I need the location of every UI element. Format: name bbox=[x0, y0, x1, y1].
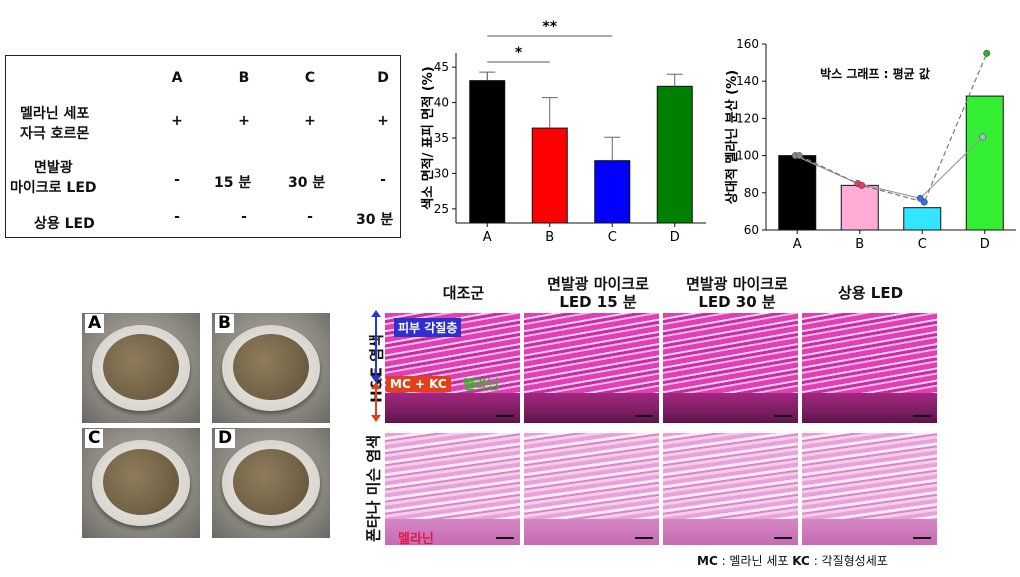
x-tick-label: B bbox=[545, 230, 554, 245]
y-tick-label: 25 bbox=[434, 202, 449, 216]
anno-melanin-red: 멜라닌 bbox=[398, 532, 434, 547]
histo-title-15min-line2: LED 15 분 bbox=[559, 293, 637, 311]
row2-label-line1: 면발광 bbox=[34, 160, 73, 176]
histo-title-30min-line1: 면발광 마이크로 bbox=[686, 275, 788, 293]
bar-C bbox=[594, 160, 631, 224]
he-image-commercial bbox=[802, 313, 937, 423]
x-tick-label: D bbox=[670, 230, 680, 245]
y-axis-label: 상대적 멜라닌 분산 (%) bbox=[724, 70, 740, 204]
histo-title-control-line1: 대조군 bbox=[442, 284, 485, 302]
y-tick-label: 100 bbox=[736, 149, 759, 163]
y-tick-label: 60 bbox=[744, 223, 759, 237]
he-image-30min bbox=[663, 313, 798, 423]
row3-cell-d: 30 분 bbox=[356, 212, 394, 228]
anno-melanin-green: 멜라닌 bbox=[463, 378, 499, 393]
bar-D bbox=[656, 85, 693, 224]
row2-cell-a: - bbox=[174, 172, 180, 188]
row2-label-line2: 마이크로 LED bbox=[10, 180, 97, 196]
dish-label-d: D bbox=[215, 429, 236, 448]
anno-mc-kc: MC + KC bbox=[386, 376, 451, 392]
bar-B bbox=[840, 184, 879, 231]
dish-label-b: B bbox=[215, 314, 234, 333]
fm-image-commercial bbox=[802, 433, 937, 545]
y-tick-label: 45 bbox=[434, 60, 449, 74]
y-axis-label: 색소 면적/ 표피 면적 (%) bbox=[420, 66, 436, 209]
footer-mc-text: : 멜라닌 세포 bbox=[721, 554, 789, 568]
y-tick-label: 80 bbox=[744, 186, 759, 200]
bar-D bbox=[965, 95, 1004, 231]
fm-image-30min bbox=[663, 433, 798, 545]
histo-title-30min-line2: LED 30 분 bbox=[698, 293, 776, 311]
row1-cell-d: + bbox=[377, 113, 389, 129]
histo-title-control: 대조군 bbox=[396, 284, 531, 302]
x-tick-label: C bbox=[608, 230, 617, 245]
series-point bbox=[979, 133, 987, 141]
x-tick-label: B bbox=[855, 237, 864, 252]
col-header-a: A bbox=[171, 70, 183, 86]
dish-photo-b: B bbox=[212, 313, 330, 423]
row1-cell-a: + bbox=[171, 113, 183, 129]
y-tick-label: 140 bbox=[736, 74, 759, 88]
row3-cell-b: - bbox=[241, 209, 247, 225]
condition-table: A B C D 멜라닌 세포 자극 호르몬 + + + + 면발광 마이크로 L… bbox=[5, 55, 401, 238]
bar-A bbox=[469, 80, 506, 224]
dish-label-a: A bbox=[85, 314, 105, 333]
fm-image-control bbox=[385, 433, 520, 545]
layer-arrows bbox=[371, 310, 381, 422]
row2-cell-b: 15 분 bbox=[214, 175, 252, 191]
x-tick-label: A bbox=[793, 237, 802, 252]
y-tick-label: 40 bbox=[434, 96, 449, 110]
dish-label-c: C bbox=[85, 429, 104, 448]
fm-image-15min bbox=[524, 433, 659, 545]
row2-cell-d: - bbox=[380, 172, 386, 188]
row3-cell-c: - bbox=[307, 209, 313, 225]
histo-title-30min: 면발광 마이크로 LED 30 분 bbox=[662, 275, 812, 311]
series-point bbox=[983, 49, 991, 57]
col-header-b: B bbox=[238, 70, 250, 86]
dish-photo-d: D bbox=[212, 428, 330, 538]
bar-A bbox=[778, 155, 817, 231]
histo-title-commercial-line1: 상용 LED bbox=[837, 284, 904, 302]
x-tick-label: D bbox=[980, 237, 990, 252]
series-point bbox=[795, 152, 803, 160]
chart-annotation: 박스 그래프 : 평균 값 bbox=[820, 66, 930, 81]
significance-label: * bbox=[515, 45, 523, 61]
y-tick-label: 160 bbox=[736, 37, 759, 51]
y-tick-label: 35 bbox=[434, 131, 449, 145]
histo-title-15min: 면발광 마이크로 LED 15 분 bbox=[523, 275, 673, 311]
bar-B bbox=[531, 127, 568, 224]
col-header-c: C bbox=[304, 70, 316, 86]
col-header-d: D bbox=[377, 70, 389, 86]
dish-photo-a: A bbox=[82, 313, 200, 423]
row3-label-line1: 상용 LED bbox=[34, 216, 95, 232]
anno-stratum-corneum: 피부 각질층 bbox=[394, 318, 462, 337]
footer-mc-abbr: MC bbox=[697, 554, 718, 568]
row1-label-line1: 멜라닌 세포 bbox=[20, 106, 90, 122]
y-tick-label: 30 bbox=[434, 166, 449, 180]
bar-C bbox=[903, 207, 942, 231]
footer-kc-text: : 각질형성세포 bbox=[813, 554, 888, 568]
dish-photo-c: C bbox=[82, 428, 200, 538]
row3-cell-a: - bbox=[174, 209, 180, 225]
histo-title-commercial: 상용 LED bbox=[803, 284, 938, 302]
series-point bbox=[920, 198, 928, 206]
row1-cell-b: + bbox=[238, 113, 250, 129]
row2-cell-c: 30 분 bbox=[288, 175, 326, 191]
histo-title-15min-line1: 면발광 마이크로 bbox=[547, 275, 649, 293]
abbreviation-footer: MC : 멜라닌 세포 KC : 각질형성세포 bbox=[697, 552, 888, 569]
significance-label: ** bbox=[542, 19, 557, 35]
footer-kc-abbr: KC bbox=[792, 554, 810, 568]
series-line-0 bbox=[795, 136, 984, 200]
he-image-15min bbox=[524, 313, 659, 423]
row-label-fontana: 폰타나 미슨 염색 bbox=[364, 434, 383, 543]
x-tick-label: A bbox=[483, 230, 492, 245]
series-line-1 bbox=[798, 53, 988, 203]
y-tick-label: 120 bbox=[736, 111, 759, 125]
row1-label-line2: 자극 호르몬 bbox=[20, 126, 90, 142]
x-tick-label: C bbox=[918, 237, 927, 252]
series-point bbox=[858, 181, 866, 189]
row1-cell-c: + bbox=[304, 113, 316, 129]
melanin-dispersion-bar-chart: 60 80 100 120 140 160 A B C D 상대적 멜라닌 분산 (%) 박스 그래프… bbox=[724, 37, 1016, 252]
